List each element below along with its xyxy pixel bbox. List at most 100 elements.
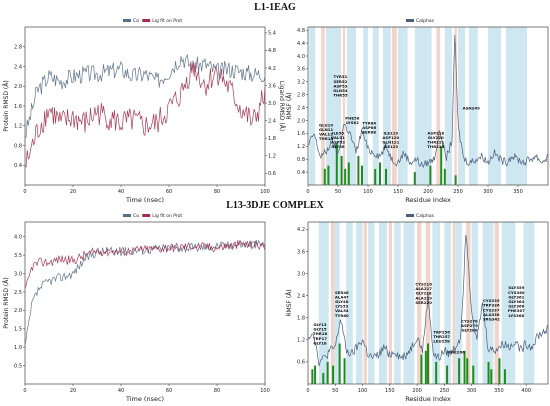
series-line-calpha [24,54,266,139]
contact-bar [374,168,377,185]
residue-label: SER52 [333,79,347,84]
x-tick-label: 60 [166,189,172,195]
y-tick-label: 1.2 [14,124,22,130]
contact-bar [487,361,490,384]
legend-label: Calphas [416,18,435,24]
x-tick-label: 100 [363,189,373,195]
y-tick-label: 3.0 [14,271,22,277]
y2-tick-label: 1.2 [268,154,276,160]
y-axis-label: RMSF (Å) [286,289,293,316]
secondary-structure-band [383,27,391,185]
top-rmsf-chart: 0 50 100 150 200 250 300 350 0.4 0.8 1.2 1.6 2.0 2.4 2… [286,18,549,204]
residue-label: THR257 [433,334,450,339]
secondary-structure-band [414,27,432,185]
y-tick-label: 4.0 [14,235,22,241]
residue-label: SER88 [362,130,376,135]
y-axis-label: RMSF (Å) [286,92,293,119]
y-tick-label: 1.5 [14,327,22,333]
secondary-structure-band [356,222,363,384]
y-axis-label: Protein RMSD (Å) [3,277,10,328]
residue-label: GLY48 [335,299,349,304]
y2-tick-label: 4.8 [268,48,276,54]
residue-label: ILE50 [332,130,344,135]
rmsf-line [308,34,549,169]
x-tick-label: 80 [214,388,220,394]
legend-swatch [142,214,151,217]
y-tick-label: 2.4 [14,64,22,70]
residue-label: GLY361 [508,294,524,299]
secondary-structure-band [488,27,502,185]
y2-tick-label: 3.6 [268,83,276,89]
x-axis-label: Time (nsec) [125,196,164,204]
x-tick-label: 200 [423,189,433,195]
y-tick-label: 1.8 [297,316,305,322]
residue-label: ALA47 [335,294,349,299]
x-tick-label: 50 [332,388,338,394]
y-tick-label: 4.4 [297,41,305,47]
residue-label: TRP17 [313,336,327,341]
residue-label: GLY220 [428,135,444,140]
residue-label: GLY364 [508,299,524,304]
secondary-structure-band [309,27,316,185]
secondary-structure-band [494,222,499,384]
secondary-structure-band [372,27,379,185]
secondary-structure-band [403,222,415,384]
contact-bar [340,155,343,185]
contact-bar [344,168,347,185]
y-tick-label: 1.2 [297,144,305,150]
y-tick-label: 0.8 [14,143,22,149]
legend-label: Lig fit on Prot [152,18,182,24]
series-line-calpha [24,239,266,346]
bottom-rmsf-chart: 0 50 100 150 200 250 300 350 400 0.6 1.2 1.8 2.4 3.0 3… [286,213,549,403]
x-tick-label: 40 [118,388,124,394]
contact-bar [322,372,325,384]
x-tick-label: 0 [306,388,309,394]
contact-bar [332,365,335,384]
y-tick-label: 1.0 [14,345,22,351]
residue-label: LYS53 [335,304,348,309]
secondary-structure-band [394,222,401,384]
secondary-structure-band [417,222,422,384]
residue-label: GLY366 [508,304,524,309]
y-tick-label: 0.8 [297,157,305,163]
contact-bar [347,162,350,185]
x-tick-label: 150 [393,189,403,195]
secondary-structure-band [392,27,397,185]
secondary-structure-band [458,27,466,185]
secondary-structure-band [471,222,479,384]
y-tick-label: 2.5 [14,290,22,296]
x-tick-label: 350 [513,189,523,195]
top-section-title: L1-1EAG [254,2,296,13]
legend: Cα Lig fit on Prot [123,213,182,219]
secondary-structure-band [482,222,494,384]
residue-label: SRG342 [483,316,500,321]
residue-label: VAL51 [331,135,345,140]
y-tick-label: 0.6 [297,360,305,366]
contact-bar [440,146,443,185]
residue-label: SER220 [415,300,432,305]
x-axis-label: Residue Index [405,196,451,204]
residue-label: ALA217 [415,286,432,291]
residue-label: ILE123 [383,144,398,149]
secondary-structure-band [363,222,367,384]
residue-annotation: PHE266 [448,350,465,355]
y2-tick-label: 4.2 [268,66,276,72]
residue-label: GLY218 [416,291,432,296]
top-rmsd-chart: 0 20 40 60 80 100 0.4 0.8 1.2 1.6 2.0 2.4 2.8 0.6 1.2 1… [3,18,285,204]
residue-label: TRP256 [433,329,450,334]
residue-label: ALA338 [483,312,500,317]
residue-label: THR13 [319,136,334,141]
legend-label: Cα [133,18,139,24]
residue-label: THR221 [427,140,444,145]
rmsf-line [307,234,549,367]
contact-bar [427,343,429,384]
secondary-structure-band [455,222,462,384]
residue-label: CYS278 [461,318,478,323]
residue-label: THR16 [313,331,328,336]
